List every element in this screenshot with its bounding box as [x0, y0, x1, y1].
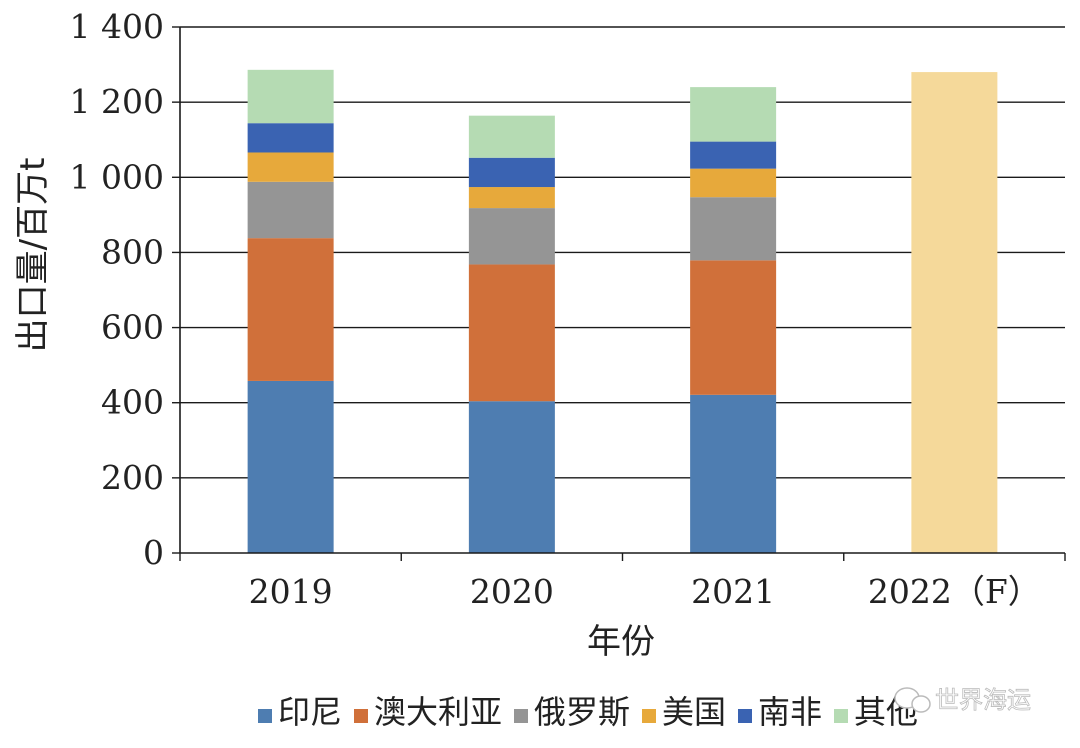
bar-segment-2-3 [690, 168, 777, 198]
watermark: 世界海运 [894, 686, 1031, 714]
bars [247, 69, 998, 553]
y-tick-label: 1 400 [70, 7, 164, 46]
legend-swatch [834, 709, 848, 723]
legend-label: 南非 [758, 693, 822, 731]
bar-segment-1-4 [468, 157, 555, 188]
legend-item: 俄罗斯 [514, 693, 630, 731]
y-tick-label: 800 [101, 232, 164, 271]
x-tick-label: 2021 [691, 572, 775, 611]
y-tick-label: 200 [101, 458, 164, 497]
legend-item: 美国 [642, 693, 726, 731]
bar-segment-2-1 [690, 260, 777, 395]
legend-label: 俄罗斯 [534, 693, 630, 731]
x-tick-label: 2019 [249, 572, 333, 611]
legend-swatch [354, 709, 368, 723]
wechat-icon-small [911, 695, 931, 713]
legend-item: 其他 [834, 693, 918, 731]
legend-swatch [514, 709, 528, 723]
bar-forecast-3 [911, 72, 998, 553]
legend-swatch [258, 709, 272, 723]
legend-swatch [738, 709, 752, 723]
x-axis-title: 年份 [587, 622, 655, 662]
watermark-text: 世界海运 [935, 686, 1031, 714]
legend-swatch [642, 709, 656, 723]
legend-item: 南非 [738, 693, 822, 731]
y-tick-labels: 0 200 400 600 800 1 000 1 200 1 400 [70, 7, 164, 572]
axes [172, 26, 1066, 561]
bar-segment-0-4 [247, 123, 334, 153]
bar-segment-0-3 [247, 152, 334, 182]
x-tick-labels: 2019 2020 2021 2022（F） [249, 572, 1041, 611]
legend-item: 澳大利亚 [354, 693, 502, 731]
y-tick-label: 1 000 [70, 157, 164, 196]
bar-segment-0-5 [247, 69, 334, 124]
x-tick-label: 2020 [470, 572, 554, 611]
legend-item: 印尼 [258, 693, 342, 731]
bar-segment-0-1 [247, 238, 334, 381]
bar-segment-1-3 [468, 187, 555, 209]
legend-label: 澳大利亚 [374, 693, 502, 731]
legend-label: 美国 [662, 693, 726, 731]
x-tick-label: 2022（F） [868, 572, 1041, 611]
bar-segment-1-2 [468, 208, 555, 265]
bar-segment-1-0 [468, 401, 555, 553]
legend: 印尼 澳大利亚 俄罗斯 美国 南非 其他 [258, 693, 918, 731]
bar-segment-2-2 [690, 197, 777, 261]
y-tick-label: 600 [101, 308, 164, 347]
bar-segment-1-1 [468, 264, 555, 402]
y-tick-label: 1 200 [70, 82, 164, 121]
bar-segment-0-0 [247, 380, 334, 553]
y-tick-label: 0 [143, 533, 164, 572]
bar-segment-2-0 [690, 394, 777, 553]
legend-label: 印尼 [278, 693, 342, 731]
y-tick-label: 400 [101, 383, 164, 422]
bar-segment-2-5 [690, 87, 777, 142]
bar-segment-2-4 [690, 141, 777, 169]
y-axis-title: 出口量/百万t [13, 158, 53, 353]
bar-segment-0-2 [247, 181, 334, 239]
bar-segment-1-5 [468, 115, 555, 158]
